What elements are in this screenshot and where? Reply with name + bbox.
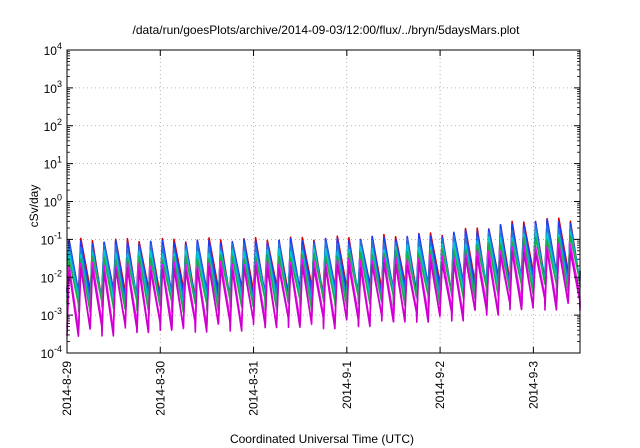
- y-tick-label-base: 10: [41, 347, 55, 361]
- y-tick-label-base: 10: [44, 158, 58, 172]
- y-tick-label: 101: [44, 155, 62, 172]
- x-axis-label: Coordinated Universal Time (UTC): [230, 432, 414, 446]
- x-tick-label: 2014-9-3: [526, 361, 540, 409]
- y-tick-label-exponent: 2: [57, 117, 62, 127]
- x-axis-ticks: 2014-8-29 2014-8-30 2014-8-31 2014-9-1 2014-…: [60, 50, 540, 416]
- y-tick-label: 10-3: [41, 306, 62, 323]
- x-tick-label: 2014-9-1: [340, 361, 354, 409]
- y-tick-label: 10-4: [41, 344, 62, 361]
- y-tick-label-exponent: -2: [54, 268, 62, 278]
- y-tick-label-exponent: 3: [57, 79, 62, 89]
- y-tick-label-base: 10: [44, 44, 58, 58]
- y-tick-label-base: 10: [44, 120, 58, 134]
- y-tick-label: 100: [44, 193, 62, 210]
- y-tick-label-exponent: -1: [54, 230, 62, 240]
- y-tick-label: 10-2: [41, 268, 62, 285]
- y-tick-label-exponent: 1: [57, 155, 62, 165]
- y-tick-label-base: 10: [41, 233, 55, 247]
- x-tick-label: 2014-8-29: [60, 361, 74, 416]
- y-tick-label-exponent: -3: [54, 306, 62, 316]
- y-tick-label-base: 10: [41, 309, 55, 323]
- y-axis-label: cSv/day: [27, 185, 41, 228]
- chart-title: /data/run/goesPlots/archive/2014-09-03/1…: [133, 23, 521, 37]
- y-tick-label-base: 10: [41, 271, 55, 285]
- y-tick-label: 103: [44, 79, 62, 96]
- series-line: [66, 248, 581, 338]
- y-tick-label: 104: [44, 41, 62, 58]
- y-tick-label-exponent: 0: [57, 193, 62, 203]
- y-tick-label-base: 10: [44, 196, 58, 210]
- y-tick-label-base: 10: [44, 82, 58, 96]
- y-tick-label: 102: [44, 117, 62, 134]
- x-tick-label: 2014-8-31: [247, 361, 261, 416]
- y-tick-label-exponent: -4: [54, 344, 62, 354]
- y-tick-label: 10-1: [41, 230, 62, 247]
- x-tick-label: 2014-9-2: [433, 361, 447, 409]
- series-layer: [66, 217, 581, 338]
- x-tick-label: 2014-8-30: [153, 361, 167, 416]
- y-tick-label-exponent: 4: [57, 41, 62, 51]
